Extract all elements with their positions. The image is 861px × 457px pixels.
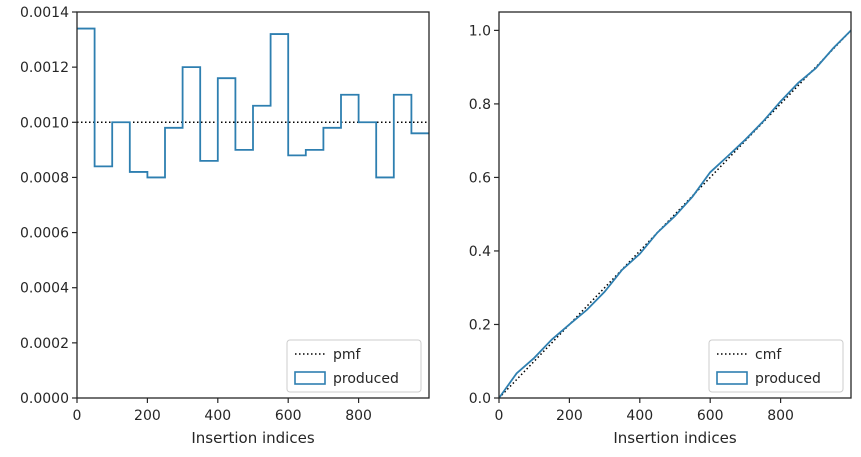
x-tick-label: 600 [697, 408, 724, 424]
pmf-histogram-panel: 0.0000 0.0002 0.0004 0.0006 0.0008 0.0010 0.00… [20, 5, 430, 447]
legend-label-pmf: pmf [333, 347, 362, 363]
cmf-line [499, 29, 851, 398]
legend-label-produced: produced [755, 371, 821, 387]
plot-area [499, 29, 851, 398]
x-axis-title: Insertion indices [613, 429, 736, 447]
axes-frame [498, 11, 852, 399]
produced-line [499, 29, 851, 398]
legend-box [286, 339, 422, 393]
y-tick-label: 0.2 [469, 317, 491, 333]
legend-label-cmf: cmf [755, 347, 782, 363]
legend-label-produced: produced [333, 371, 399, 387]
y-tick-label: 0.8 [469, 97, 491, 113]
x-tick-label: 200 [556, 408, 583, 424]
plot-area [77, 27, 429, 179]
cmf-panel: 0.0 0.2 0.4 0.6 0.8 1.0 0 200 400 600 800 Insertion… [469, 11, 852, 447]
y-tick-label: 1.0 [469, 23, 491, 39]
y-tick-label: 0.0008 [20, 170, 69, 186]
x-tick-label: 800 [345, 408, 372, 424]
axes-frame [76, 11, 430, 399]
x-tick-label: 600 [275, 408, 302, 424]
legend-swatch-produced [294, 371, 326, 385]
legend-box [708, 339, 844, 393]
produced-line [77, 27, 429, 179]
x-axis-title: Insertion indices [191, 429, 314, 447]
x-tick-label: 400 [204, 408, 231, 424]
legend: cmf produced [708, 339, 844, 393]
x-tick-label: 800 [767, 408, 794, 424]
y-tick-label: 0.0000 [20, 391, 69, 407]
y-tick-label: 0.0 [469, 391, 491, 407]
y-tick-label: 0.0004 [20, 281, 69, 297]
x-tick-label: 400 [626, 408, 653, 424]
y-tick-label: 0.0014 [20, 5, 69, 21]
y-tick-label: 0.0002 [20, 336, 69, 352]
y-tick-label: 0.6 [469, 170, 491, 186]
legend-swatch-produced [716, 371, 748, 385]
y-tick-label: 0.0006 [20, 226, 69, 242]
x-tick-label: 200 [134, 408, 161, 424]
y-tick-label: 0.0012 [20, 60, 69, 76]
y-tick-label: 0.4 [469, 244, 491, 260]
x-tick-label: 0 [73, 408, 82, 424]
y-tick-label: 0.0010 [20, 115, 69, 131]
x-tick-label: 0 [495, 408, 504, 424]
legend: pmf produced [286, 339, 422, 393]
